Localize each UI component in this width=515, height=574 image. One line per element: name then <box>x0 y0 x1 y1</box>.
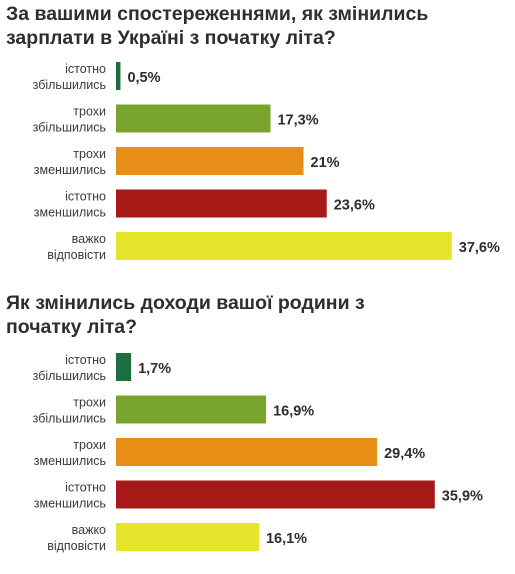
category-label-4-line-2: зменшились <box>34 497 106 511</box>
category-label-1-line-1: істотно <box>65 62 106 76</box>
category-label-3-line-1: трохи <box>73 147 106 161</box>
bar-4 <box>116 189 327 218</box>
category-label-5-line-2: відповісти <box>47 248 106 262</box>
bar-1 <box>116 62 121 90</box>
category-label-1-line-2: збільшились <box>33 78 106 92</box>
bar-group-5: важко відповісти 37,6% <box>47 232 500 262</box>
bar-group-2: трохи збільшились 16,9% <box>33 395 314 426</box>
bar-group-4: істотно зменшились 23,6% <box>34 189 375 220</box>
bar-group-4: істотно зменшились 35,9% <box>34 480 483 511</box>
bar-5 <box>116 523 259 551</box>
category-label-5-line-2: відповісти <box>47 539 106 553</box>
category-label-5-line-1: важко <box>72 523 106 537</box>
value-label-1: 0,5% <box>127 70 160 86</box>
bar-group-2: трохи збільшились 17,3% <box>33 104 319 135</box>
bar-2 <box>116 395 267 424</box>
chart-salaries: істотно збільшились 0,5% трохи збільшились 17… <box>33 62 500 262</box>
bar-3 <box>116 147 304 175</box>
bar-group-1: істотно збільшились 1,7% <box>33 353 171 383</box>
value-label-5: 37,6% <box>459 240 500 256</box>
bar-5 <box>116 232 452 260</box>
bar-group-1: істотно збільшились 0,5% <box>33 62 161 92</box>
category-label-4-line-1: істотно <box>65 190 106 204</box>
category-label-4-line-1: істотно <box>65 481 106 495</box>
category-label-2-line-1: трохи <box>73 105 106 119</box>
bar-group-5: важко відповісти 16,1% <box>47 523 307 553</box>
value-label-3: 21% <box>311 155 340 171</box>
value-label-4: 35,9% <box>442 489 483 505</box>
bar-4 <box>116 480 435 509</box>
value-label-4: 23,6% <box>334 198 375 214</box>
chart-title-income: Як змінились доходи вашої родини з почат… <box>6 292 365 338</box>
value-label-3: 29,4% <box>384 446 425 462</box>
category-label-2-line-2: збільшились <box>33 121 106 135</box>
bar-2 <box>116 104 271 133</box>
category-label-2-line-1: трохи <box>73 396 106 410</box>
value-label-2: 17,3% <box>277 113 318 129</box>
category-label-5-line-1: важко <box>72 232 106 246</box>
category-label-1-line-1: істотно <box>65 353 106 367</box>
value-label-1: 1,7% <box>138 361 171 377</box>
value-label-5: 16,1% <box>266 531 307 547</box>
bar-group-3: трохи зменшились 29,4% <box>34 438 425 468</box>
category-label-3-line-2: зменшились <box>34 163 106 177</box>
category-label-2-line-2: збільшились <box>33 412 106 426</box>
bar-1 <box>116 353 132 381</box>
chart-income: істотно збільшились 1,7% трохи збільшились 16… <box>33 353 483 553</box>
category-label-3-line-1: трохи <box>73 438 106 452</box>
category-label-3-line-2: зменшились <box>34 454 106 468</box>
chart-title-salaries: За вашими спостереженнями, як змінились … <box>6 3 429 49</box>
bar-group-3: трохи зменшились 21% <box>34 147 340 177</box>
category-label-4-line-2: зменшились <box>34 206 106 220</box>
category-label-1-line-2: збільшились <box>33 369 106 383</box>
bar-3 <box>116 438 378 466</box>
value-label-2: 16,9% <box>273 404 314 420</box>
